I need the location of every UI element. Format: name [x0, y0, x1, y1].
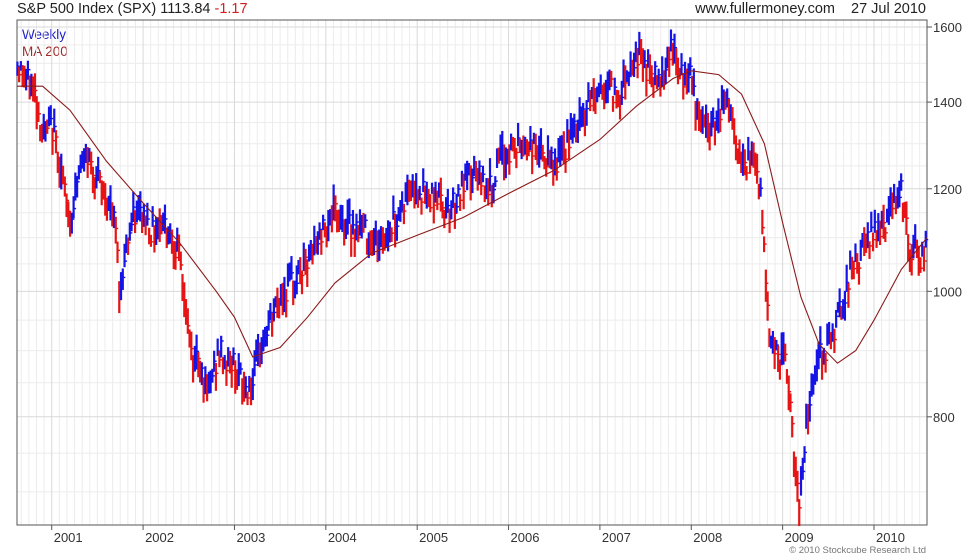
- title-text: S&P 500 Index (SPX) 1113.84: [17, 1, 211, 17]
- x-tick-label: 2002: [145, 530, 174, 545]
- chart-title: S&P 500 Index (SPX) 1113.84 -1.17: [17, 1, 248, 17]
- x-tick-label: 2009: [785, 530, 814, 545]
- y-tick-label: 1000: [933, 284, 962, 299]
- chart-source: www.fullermoney.com 27 Jul 2010: [679, 1, 926, 17]
- copyright-note: © 2010 Stockcube Research Ltd: [789, 545, 926, 556]
- x-tick-label: 2008: [693, 530, 722, 545]
- x-tick-label: 2010: [876, 530, 905, 545]
- source-site: www.fullermoney.com: [695, 1, 836, 17]
- plot-frame: [16, 19, 928, 526]
- y-tick-label: 800: [933, 410, 955, 425]
- ma200-line: [17, 70, 928, 364]
- x-tick-label: 2001: [54, 530, 83, 545]
- y-tick-label: 1200: [933, 182, 962, 197]
- y-tick-label: 1400: [933, 95, 962, 110]
- x-tick-label: 2007: [602, 530, 631, 545]
- price-change: -1.17: [214, 1, 248, 17]
- chart-date: 27 Jul 2010: [851, 1, 926, 17]
- y-tick-label: 1600: [933, 20, 962, 35]
- legend-ma200: MA 200: [22, 44, 68, 59]
- x-tick-label: 2004: [328, 530, 357, 545]
- x-tick-label: 2003: [236, 530, 265, 545]
- x-tick-label: 2006: [511, 530, 540, 545]
- x-tick-label: 2005: [419, 530, 448, 545]
